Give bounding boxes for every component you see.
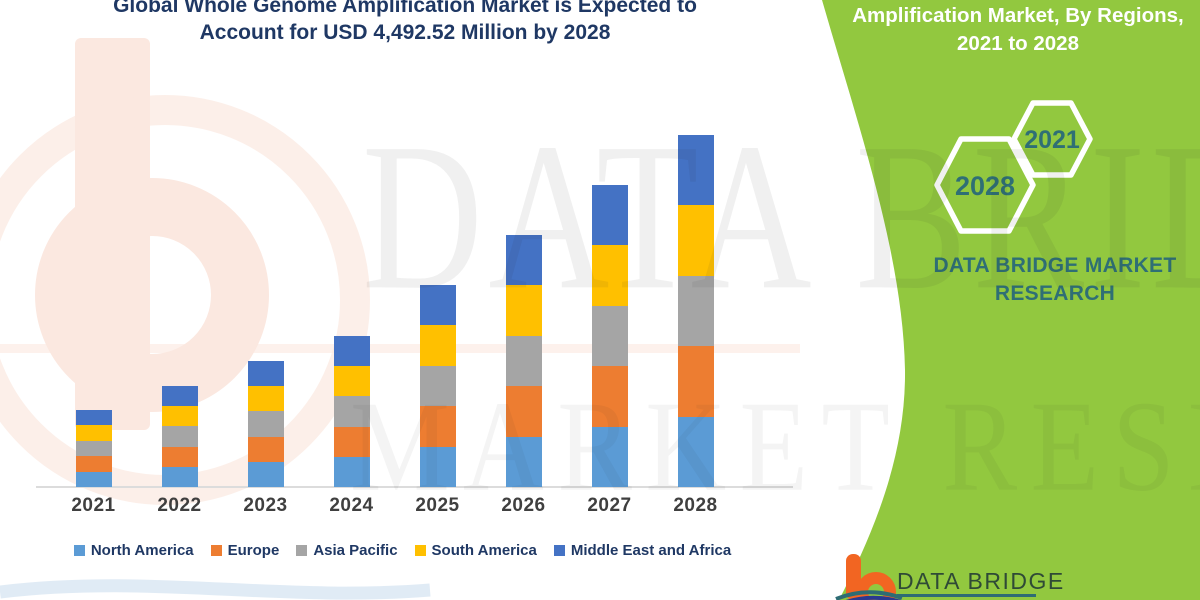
x-axis-label-2027: 2027 — [587, 495, 632, 516]
chart-title: Global Whole Genome Amplification Market… — [15, 0, 795, 46]
legend-item-north-america: North America — [73, 542, 194, 559]
bar-segment-south-america-2028 — [677, 205, 714, 276]
bar-segment-north-america-2027 — [591, 426, 628, 487]
bar-segment-south-america-2027 — [591, 245, 628, 306]
panel-brand-text: DATA BRIDGE MARKET RESEARCH — [915, 252, 1195, 308]
legend-label-middle-east-and-africa: Middle East and Africa — [570, 542, 732, 559]
panel-brand-line2: RESEARCH — [994, 282, 1116, 305]
x-axis-label-2025: 2025 — [415, 495, 460, 516]
chart-legend: North America Europe Asia Pacific South Ame… — [0, 542, 805, 559]
chart-title-line2: Account for USD 4,492.52 Million by 2028 — [199, 21, 611, 44]
bar-segment-middle-east-and-africa-2025 — [419, 285, 456, 326]
bar-segment-europe-2026 — [505, 386, 542, 437]
legend-swatch-asia-pacific — [296, 545, 308, 556]
legend-label-north-america: North America — [90, 542, 194, 559]
legend-swatch-north-america — [73, 545, 85, 556]
bar-segment-north-america-2028 — [677, 416, 714, 487]
x-axis-line — [36, 486, 793, 488]
legend-label-europe: Europe — [227, 542, 280, 559]
legend-label-asia-pacific: Asia Pacific — [313, 542, 398, 559]
footer-brand-underline — [897, 594, 1036, 597]
bar-segment-asia-pacific-2027 — [591, 305, 628, 367]
legend-item-middle-east-and-africa: Middle East and Africa — [553, 542, 732, 559]
bar-segment-middle-east-and-africa-2028 — [677, 135, 714, 206]
panel-brand-line1: DATA BRIDGE MARKET — [933, 254, 1177, 277]
x-axis-label-2026: 2026 — [501, 495, 546, 516]
legend-item-south-america: South America — [414, 542, 537, 559]
footer-brand-text: DATA BRIDGE — [897, 568, 1065, 594]
bar-segment-north-america-2026 — [505, 436, 542, 487]
bar-segment-europe-2025 — [419, 406, 456, 447]
bar-segment-middle-east-and-africa-2027 — [591, 184, 628, 246]
legend-swatch-south-america — [414, 545, 426, 556]
bar-segment-south-america-2026 — [505, 285, 542, 336]
legend-swatch-middle-east-and-africa — [553, 545, 565, 556]
legend-item-asia-pacific: Asia Pacific — [296, 542, 398, 559]
x-axis-label-2028: 2028 — [673, 495, 718, 516]
chart-title-line1: Global Whole Genome Amplification Market… — [113, 0, 697, 17]
bar-segment-north-america-2025 — [419, 446, 456, 487]
bar-segment-asia-pacific-2025 — [419, 365, 456, 407]
bar-segment-middle-east-and-africa-2026 — [505, 234, 542, 286]
legend-swatch-europe — [210, 545, 222, 556]
bar-segment-asia-pacific-2028 — [677, 275, 714, 347]
hexagon-2021-label: 2021 — [1024, 126, 1080, 154]
hexagon-2028-label: 2028 — [955, 171, 1015, 201]
bar-segment-europe-2028 — [677, 346, 714, 417]
legend-label-south-america: South America — [431, 542, 537, 559]
bar-segment-europe-2027 — [591, 366, 628, 427]
legend-item-europe: Europe — [210, 542, 280, 559]
